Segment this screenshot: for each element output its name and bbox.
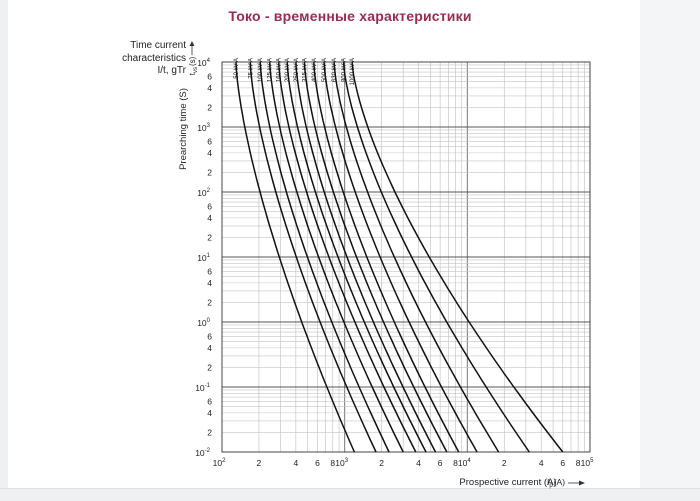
y-tick-label: 102: [197, 188, 210, 198]
y-axis-arrow-head: [189, 41, 195, 46]
y-minor-tick-label: 4: [207, 278, 212, 288]
y-minor-tick-label: 4: [207, 148, 212, 158]
series-curve: [313, 61, 460, 453]
x-minor-tick-label: 2: [502, 458, 507, 468]
series-curve: [333, 61, 500, 453]
y-minor-tick-label: 4: [207, 83, 212, 93]
x-tick-label: 102: [213, 458, 226, 468]
y-tick-label: 100: [197, 318, 210, 328]
y-minor-tick-label: 6: [207, 136, 212, 146]
y-axis-symbol: tvs(s): [188, 56, 199, 75]
series-curve: [268, 61, 404, 453]
y-minor-tick-label: 6: [207, 331, 212, 341]
chart-description-line-2: characteristics: [122, 52, 186, 64]
x-minor-tick-label: 8: [453, 458, 458, 468]
series-label: 50 kV A: [234, 58, 240, 79]
series-label: 125 kV A: [268, 58, 274, 82]
y-tick-label: 10-2: [195, 448, 210, 458]
y-tick-label: 101: [197, 253, 210, 263]
x-minor-tick-label: 6: [315, 458, 320, 468]
chart-description: Time current characteristics I/t, gTr: [90, 40, 186, 78]
series-curve: [235, 61, 356, 453]
series-label: 400 kV A: [312, 58, 318, 82]
y-minor-tick-label: 2: [207, 427, 212, 437]
chart-grid: [189, 41, 591, 486]
y-minor-tick-label: 4: [207, 343, 212, 353]
x-tick-label: 103: [335, 458, 348, 468]
series-label: 500 kV A: [322, 58, 328, 82]
page-title: Токо - временные характеристики: [228, 8, 472, 24]
x-minor-tick-label: 8: [576, 458, 581, 468]
y-minor-tick-label: 6: [207, 71, 212, 81]
x-minor-tick-label: 4: [539, 458, 544, 468]
x-tick-label: 105: [581, 458, 594, 468]
x-minor-tick-label: 6: [438, 458, 443, 468]
series-label: 800 kV A: [342, 58, 348, 82]
y-minor-tick-label: 2: [207, 362, 212, 372]
series-curve: [286, 61, 427, 453]
series-curve: [323, 61, 478, 453]
series-label: 200 kV A: [285, 58, 291, 82]
series-label: 315 kV A: [302, 58, 308, 82]
y-minor-tick-label: 4: [207, 213, 212, 223]
series-curve: [249, 61, 377, 453]
y-minor-tick-label: 2: [207, 232, 212, 242]
series-curve: [295, 61, 437, 453]
plot-frame: [221, 61, 591, 453]
chart-labels: 104 103 102 101 100 10-1 10-2 6 4 2 6 4 2 6 4 2 6 4 2 6 4 2 6 4…: [178, 56, 594, 489]
page-frame-right: [640, 0, 700, 500]
chart-description-line-3: I/t, gTr: [157, 65, 186, 76]
y-axis-title: Prearching time (S): [178, 88, 189, 170]
y-tick-label: 10-1: [195, 383, 210, 393]
x-axis-title: Prospective current (A): [459, 477, 556, 488]
y-tick-label: 104: [197, 58, 210, 68]
series-curve: [342, 61, 530, 453]
x-minor-tick-label: 2: [257, 458, 262, 468]
page-frame-bottom: [0, 488, 700, 501]
y-minor-tick-label: 4: [207, 408, 212, 418]
x-minor-tick-label: 2: [379, 458, 384, 468]
series-label: 75 kV A: [248, 58, 254, 79]
x-axis-arrow-head: [579, 480, 585, 486]
series-curve: [259, 61, 390, 453]
series-label: 1000 kV A: [350, 58, 356, 85]
y-minor-tick-label: 6: [207, 266, 212, 276]
x-tick-label: 104: [458, 458, 471, 468]
x-minor-tick-label: 4: [416, 458, 421, 468]
series-curve: [303, 61, 448, 453]
y-minor-tick-label: 2: [207, 102, 212, 112]
x-axis-symbol: Ip(A): [547, 477, 565, 489]
x-minor-tick-label: 6: [560, 458, 565, 468]
x-minor-tick-label: 4: [293, 458, 298, 468]
series-curve: [277, 61, 417, 453]
chart-curves: [235, 61, 564, 453]
page-frame-left: [0, 0, 8, 500]
y-minor-tick-label: 2: [207, 167, 212, 177]
series-label: 100 kV A: [258, 58, 264, 82]
x-minor-tick-label: 8: [330, 458, 335, 468]
chart-description-line-1: Time current: [130, 40, 186, 51]
series-label: 160 kV A: [277, 58, 283, 82]
series-label: 250 kV A: [294, 58, 300, 82]
y-minor-tick-label: 6: [207, 396, 212, 406]
y-minor-tick-label: 6: [207, 201, 212, 211]
y-minor-tick-label: 2: [207, 297, 212, 307]
series-curve: [351, 61, 564, 453]
series-label: 630 kV A: [332, 58, 338, 82]
y-tick-label: 103: [197, 123, 210, 133]
